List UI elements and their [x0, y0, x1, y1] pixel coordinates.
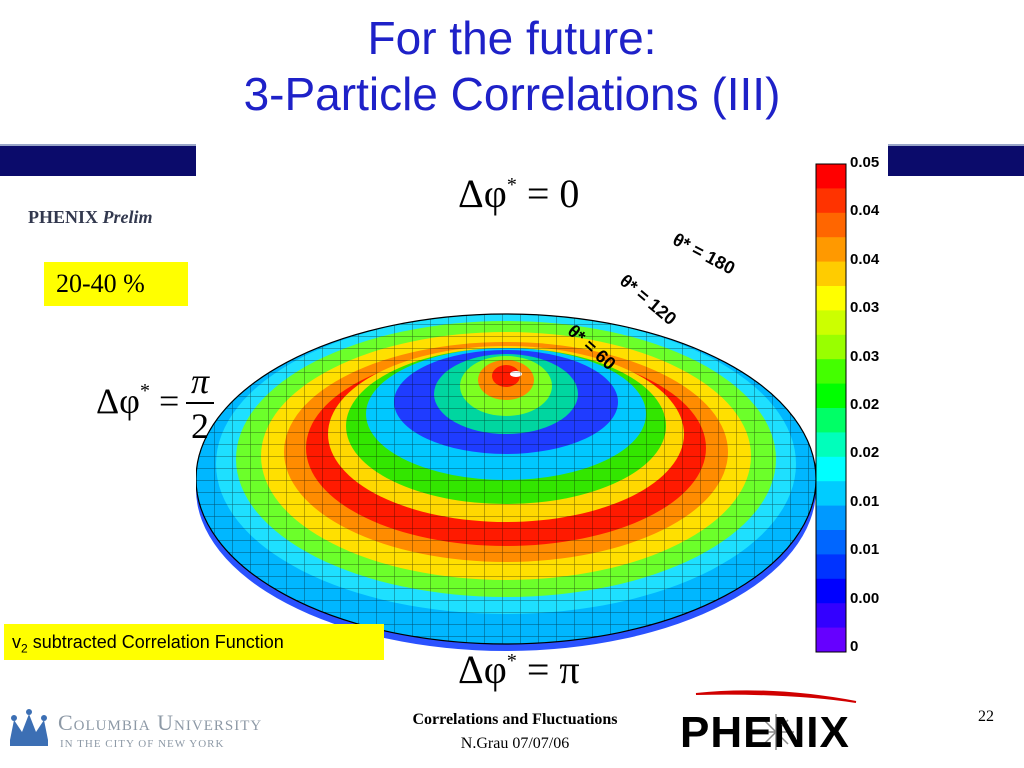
colorbar-tick-label: 0.04 [850, 202, 880, 220]
dphi-bottom-rhs: = π [516, 647, 580, 692]
dphi-top-sup: * [506, 174, 517, 196]
colorbar-swatch [816, 334, 846, 360]
colorbar-swatch [816, 188, 846, 214]
colorbar-tick-label: 0.01 [850, 541, 880, 559]
colorbar-swatch [816, 359, 846, 385]
colorbar-swatch [816, 408, 846, 433]
colorbar-swatch [816, 603, 846, 629]
dphi-bottom-sup: * [506, 650, 517, 672]
colorbar-swatch [816, 627, 846, 653]
colorbar-tick-label: 0 [850, 638, 859, 655]
correlation-surface-plot [196, 144, 888, 684]
colorbar-swatch [816, 237, 846, 263]
dphi-left-rhs: = [149, 381, 180, 421]
colorbar-tick-label: 0.03 [850, 299, 880, 317]
colorbar-swatch [816, 383, 846, 409]
colorbar-swatch [816, 456, 846, 482]
colorbar-frame [815, 163, 847, 653]
title-line-1: For the future: [367, 12, 657, 64]
colorbar-swatch [816, 212, 846, 238]
dphi-left-sup: * [139, 380, 150, 402]
slide-title: For the future: 3-Particle Correlations … [0, 10, 1024, 122]
columbia-name: Columbia University [58, 710, 263, 735]
colorbar-swatch [816, 164, 846, 189]
colorbar-tick-label: 0.02 [850, 396, 880, 413]
centrality-box: 20-40 % [44, 262, 188, 306]
colorbar-swatch [816, 530, 846, 555]
columbia-subtitle: IN THE CITY OF NEW YORK [60, 738, 225, 750]
colorbar-tick-label: 0.02 [850, 444, 880, 462]
page-number: 22 [978, 708, 994, 725]
colorbar [815, 163, 847, 653]
v2-prefix: v [12, 632, 21, 652]
footer-text: Correlations and Fluctuations N.Grau 07/… [380, 708, 650, 756]
columbia-logo: Columbia University IN THE CITY OF NEW Y… [6, 700, 346, 756]
prelim-italic: Prelim [102, 207, 153, 227]
colorbar-tick-label: 0.03 [850, 347, 880, 365]
dphi-bottom-lhs: Δφ [458, 647, 507, 692]
crown-icon [10, 709, 48, 746]
v2-suffix: subtracted Correlation Function [27, 632, 284, 652]
phenix-preliminary-label: PHENIX Prelim [28, 207, 196, 228]
colorbar-tick-label: 0.00 [850, 589, 880, 607]
phenix-logo: PHENIX [680, 688, 904, 762]
dphi-left-lhs: Δφ [96, 381, 140, 421]
dphi-left-label: Δφ* = [96, 380, 179, 422]
colorbar-swatch [816, 310, 846, 336]
colorbar-swatch [816, 554, 846, 580]
title-line-2: 3-Particle Correlations (III) [243, 68, 781, 120]
v2-subtracted-caption: v2 subtracted Correlation Function [4, 624, 384, 660]
phenix-swoosh-icon [695, 690, 857, 750]
dphi-left-fraction: π 2 [186, 360, 214, 448]
colorbar-tick-label: 0.05 [850, 154, 880, 171]
dphi-bottom-label: Δφ* = π [458, 646, 580, 693]
colorbar-tick-label: 0.01 [850, 492, 880, 510]
colorbar-swatch [816, 481, 846, 507]
dphi-top-lhs: Δφ [458, 171, 507, 216]
colorbar-swatch [816, 505, 846, 531]
fraction-numerator: π [186, 360, 214, 404]
colorbar-tick-label: 0.04 [850, 250, 880, 268]
footer-author: N.Grau 07/07/06 [460, 735, 570, 752]
surface-mesh [196, 314, 816, 644]
colorbar-swatch [816, 578, 846, 604]
fraction-denominator: 2 [191, 406, 209, 446]
colorbar-swatch [816, 286, 846, 311]
dphi-top-rhs: = 0 [516, 171, 580, 216]
colorbar-swatch [816, 261, 846, 287]
prelim-prefix: PHENIX [28, 207, 103, 227]
v2-subscript: 2 [21, 641, 28, 656]
colorbar-swatch [816, 432, 846, 458]
phenix-wordmark: PHENIX [680, 708, 850, 757]
footer-title: Correlations and Fluctuations [412, 711, 618, 728]
dphi-top-label: Δφ* = 0 [458, 170, 579, 217]
